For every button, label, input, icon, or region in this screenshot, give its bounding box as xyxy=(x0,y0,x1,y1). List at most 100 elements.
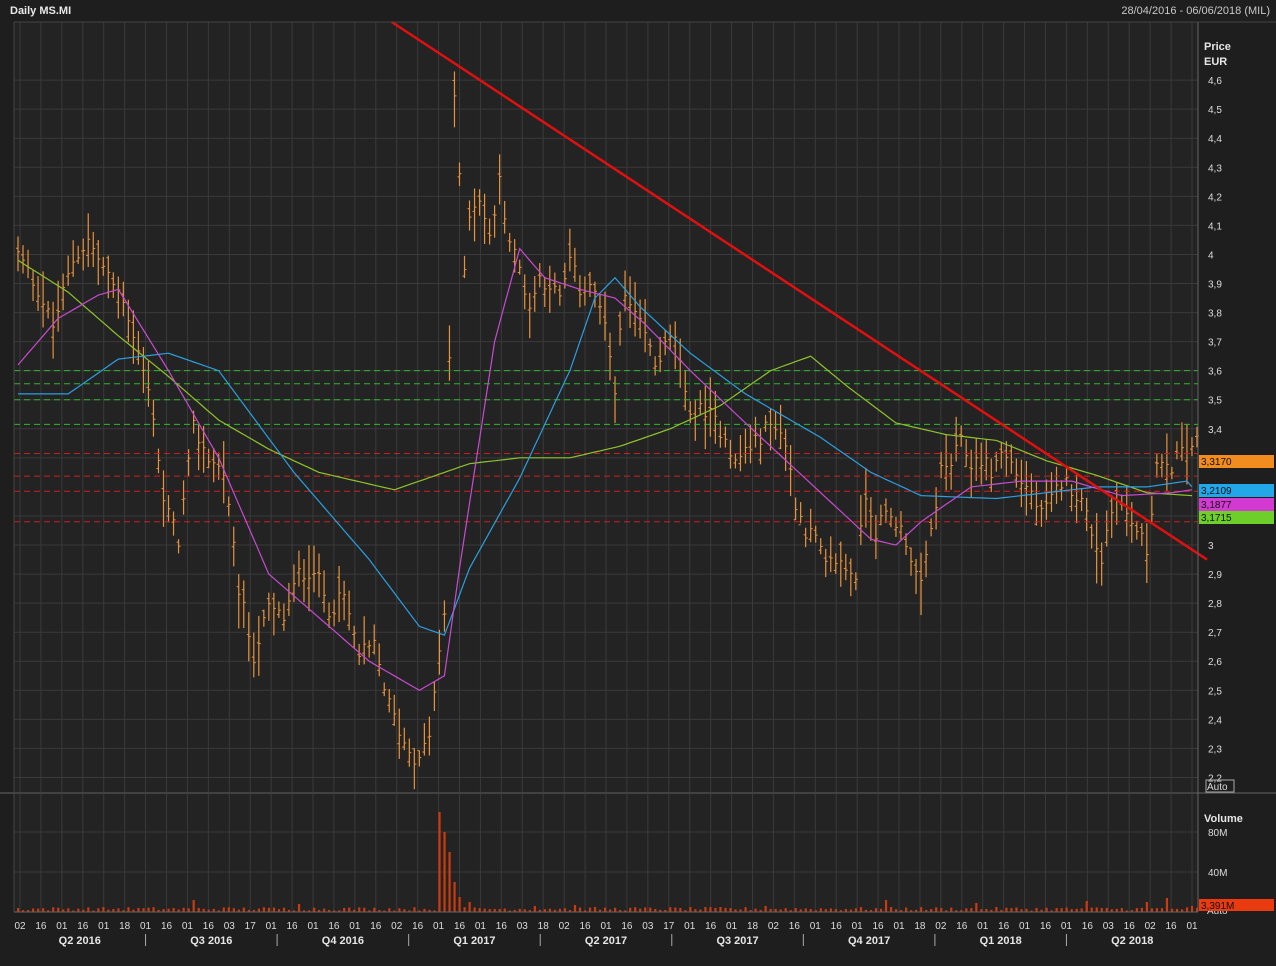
volume-bar xyxy=(940,907,943,912)
time-tick-label: 16 xyxy=(956,921,968,932)
volume-bar xyxy=(654,908,657,912)
price-bar xyxy=(66,255,71,286)
volume-bar xyxy=(1160,908,1164,912)
volume-bar xyxy=(473,907,476,912)
price-bar xyxy=(1079,488,1084,512)
volume-bar xyxy=(328,909,331,912)
volume-bar xyxy=(513,909,516,912)
price-bar xyxy=(818,538,823,555)
volume-bar xyxy=(137,907,140,912)
volume-bar xyxy=(343,907,346,912)
volume-bar xyxy=(1110,909,1113,912)
volume-bar xyxy=(774,908,777,912)
volume-bar xyxy=(403,909,406,912)
price-bar xyxy=(748,424,753,464)
volume-bar xyxy=(1055,908,1058,912)
price-bar xyxy=(873,514,878,560)
volume-bar xyxy=(609,909,612,912)
price-tick-label: 3,6 xyxy=(1208,367,1222,378)
price-bar xyxy=(442,600,447,632)
time-axis: 02 16 01 16 01 18 01 16 01 16 03 17 01 16 01 16 01 16 02 16… xyxy=(14,921,1198,947)
volume-bar xyxy=(92,910,95,912)
quarter-label: Q2 2018 xyxy=(1111,935,1153,947)
volume-bar xyxy=(62,909,65,912)
quarter-label: Q4 2016 xyxy=(322,935,364,947)
volume-bar xyxy=(122,910,125,912)
time-tick-label: 01 xyxy=(852,921,864,932)
value-badge-text: 3,2109 xyxy=(1201,486,1232,497)
volume-bar xyxy=(518,908,521,912)
price-bar xyxy=(226,496,231,517)
volume-bar xyxy=(318,909,321,912)
volume-bar xyxy=(814,910,817,912)
moving-averages xyxy=(17,247,1193,691)
time-tick-label: 18 xyxy=(119,921,131,932)
volume-bar xyxy=(985,908,988,912)
volume-bar xyxy=(719,907,722,912)
price-bars xyxy=(16,71,1199,790)
ma-green-line xyxy=(17,259,1193,497)
price-bar xyxy=(979,442,984,485)
price-bar xyxy=(633,281,638,337)
volume-bar xyxy=(1045,907,1048,912)
price-bar xyxy=(31,270,36,302)
price-bar xyxy=(1044,479,1049,520)
volume-bar xyxy=(488,909,491,912)
volume-bar xyxy=(478,908,481,912)
price-bar xyxy=(1109,495,1114,539)
price-tick-label: 4,1 xyxy=(1208,221,1222,232)
quarter-label: Q3 2017 xyxy=(716,935,758,947)
volume-bar xyxy=(603,907,607,912)
volume-bar xyxy=(744,907,747,912)
volume-bar xyxy=(257,908,261,912)
price-bar xyxy=(698,390,703,416)
price-tick-label: 4,3 xyxy=(1208,163,1222,174)
volume-bar xyxy=(132,909,135,912)
value-badge-bg xyxy=(1199,484,1274,497)
volume-bar xyxy=(232,908,235,912)
volume-bar xyxy=(523,909,526,912)
value-badge-bg xyxy=(1199,455,1274,468)
price-bar xyxy=(236,574,241,629)
price-tick-label: 2,7 xyxy=(1208,628,1222,639)
time-tick-label: 01 xyxy=(1186,921,1198,932)
price-bar xyxy=(989,458,994,493)
volume-bar xyxy=(709,907,712,912)
volume-bar xyxy=(649,907,652,912)
volume-bar xyxy=(634,907,637,912)
quarter-label: Q3 2016 xyxy=(190,935,232,947)
date-range: 28/04/2016 - 06/06/2018 (MIL) xyxy=(1121,5,1270,17)
volume-bar xyxy=(267,907,271,912)
volume-bar xyxy=(854,908,858,912)
price-bar xyxy=(1069,484,1074,512)
volume-bar xyxy=(548,908,551,912)
time-tick-label: 16 xyxy=(287,921,299,932)
quarter-label: Q2 2016 xyxy=(59,935,101,947)
price-bar xyxy=(703,385,708,450)
volume-bar xyxy=(383,910,386,912)
volume-bar xyxy=(639,908,642,912)
price-bar xyxy=(352,625,357,648)
volume-bar xyxy=(47,910,50,912)
price-bar xyxy=(608,332,612,381)
price-bar xyxy=(683,369,688,411)
price-bar xyxy=(166,495,171,523)
price-bar xyxy=(542,277,547,308)
time-tick-label: 03 xyxy=(224,921,236,932)
price-bar xyxy=(81,238,86,271)
price-bar xyxy=(994,451,999,472)
volume-bar xyxy=(950,907,953,912)
volume-bar xyxy=(277,909,281,912)
price-axis: Price EUR 4,6 4,5 4,4 4,3 4,2 4,1 4 3,9 3,8 3,7 3,6 3… xyxy=(1204,41,1235,793)
value-badge-bg xyxy=(1199,511,1274,524)
volume-bar xyxy=(22,910,25,912)
price-bar xyxy=(276,601,281,619)
quarter-label: Q4 2017 xyxy=(848,935,890,947)
price-bar xyxy=(1179,422,1184,461)
volume-bar xyxy=(503,908,506,912)
volume-bar xyxy=(659,909,662,912)
price-bar xyxy=(1034,481,1039,526)
quarter-label: Q1 2018 xyxy=(980,935,1022,947)
volume-bar xyxy=(644,907,647,912)
